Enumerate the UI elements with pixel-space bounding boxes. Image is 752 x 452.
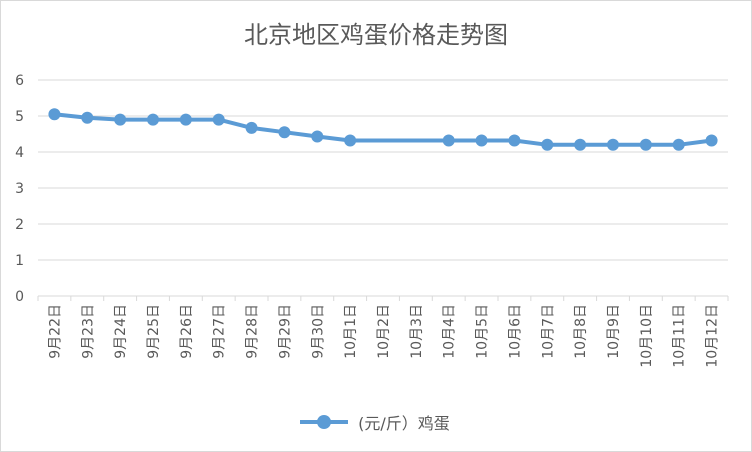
data-point [639, 138, 652, 151]
x-tick-label: 10月4日 [442, 304, 458, 359]
data-point [541, 138, 554, 151]
x-tick-label: 9月30日 [310, 304, 326, 359]
data-point [81, 111, 94, 124]
x-tick-label: 9月25日 [146, 304, 162, 359]
x-tick-label: 9月22日 [47, 304, 63, 359]
x-tick-label: 10月6日 [507, 304, 523, 359]
x-tick-label: 10月5日 [475, 304, 491, 359]
data-point [114, 113, 127, 126]
x-tick-label: 10月3日 [409, 304, 425, 359]
data-point [311, 130, 324, 143]
data-point [672, 138, 685, 151]
data-point [212, 113, 225, 126]
data-point [344, 134, 357, 147]
data-point [705, 134, 718, 147]
y-tick-label: 5 [15, 109, 24, 125]
x-tick-label: 9月27日 [212, 304, 228, 359]
x-tick-label: 9月23日 [80, 304, 96, 359]
x-tick-label: 10月12日 [705, 304, 721, 368]
y-tick-label: 3 [15, 181, 24, 197]
data-point [147, 113, 159, 126]
y-tick-label: 6 [15, 73, 24, 89]
x-tick-label: 10月10日 [639, 304, 655, 368]
x-tick-label: 10月8日 [573, 304, 589, 359]
x-tick-label: 9月26日 [179, 304, 195, 359]
legend-marker-icon [300, 415, 349, 429]
y-tick-label: 0 [15, 289, 24, 305]
data-point [442, 134, 455, 147]
y-tick-label: 1 [15, 253, 24, 269]
x-tick-label: 10月9日 [606, 304, 622, 359]
x-tick-label: 10月11日 [672, 304, 688, 368]
legend-label: (元/斤）鸡蛋 [358, 414, 450, 433]
x-tick-label: 10月1日 [343, 304, 359, 359]
x-tick-label: 10月2日 [376, 304, 392, 359]
data-point [607, 138, 619, 151]
y-tick-label: 4 [15, 145, 24, 161]
x-tick-label: 9月28日 [245, 304, 261, 359]
data-point [475, 134, 488, 147]
data-point [574, 138, 587, 151]
data-point [278, 126, 291, 139]
x-tick-label: 10月7日 [540, 304, 556, 359]
data-point [508, 134, 521, 147]
x-tick-label: 9月29日 [277, 304, 293, 359]
data-point [179, 113, 192, 126]
y-tick-label: 2 [15, 217, 24, 233]
x-tick-label: 9月24日 [113, 304, 129, 359]
chart-title: 北京地区鸡蛋价格走势图 [244, 21, 508, 49]
data-point [245, 121, 258, 134]
legend: (元/斤）鸡蛋 [0, 410, 750, 434]
data-point [48, 108, 61, 121]
